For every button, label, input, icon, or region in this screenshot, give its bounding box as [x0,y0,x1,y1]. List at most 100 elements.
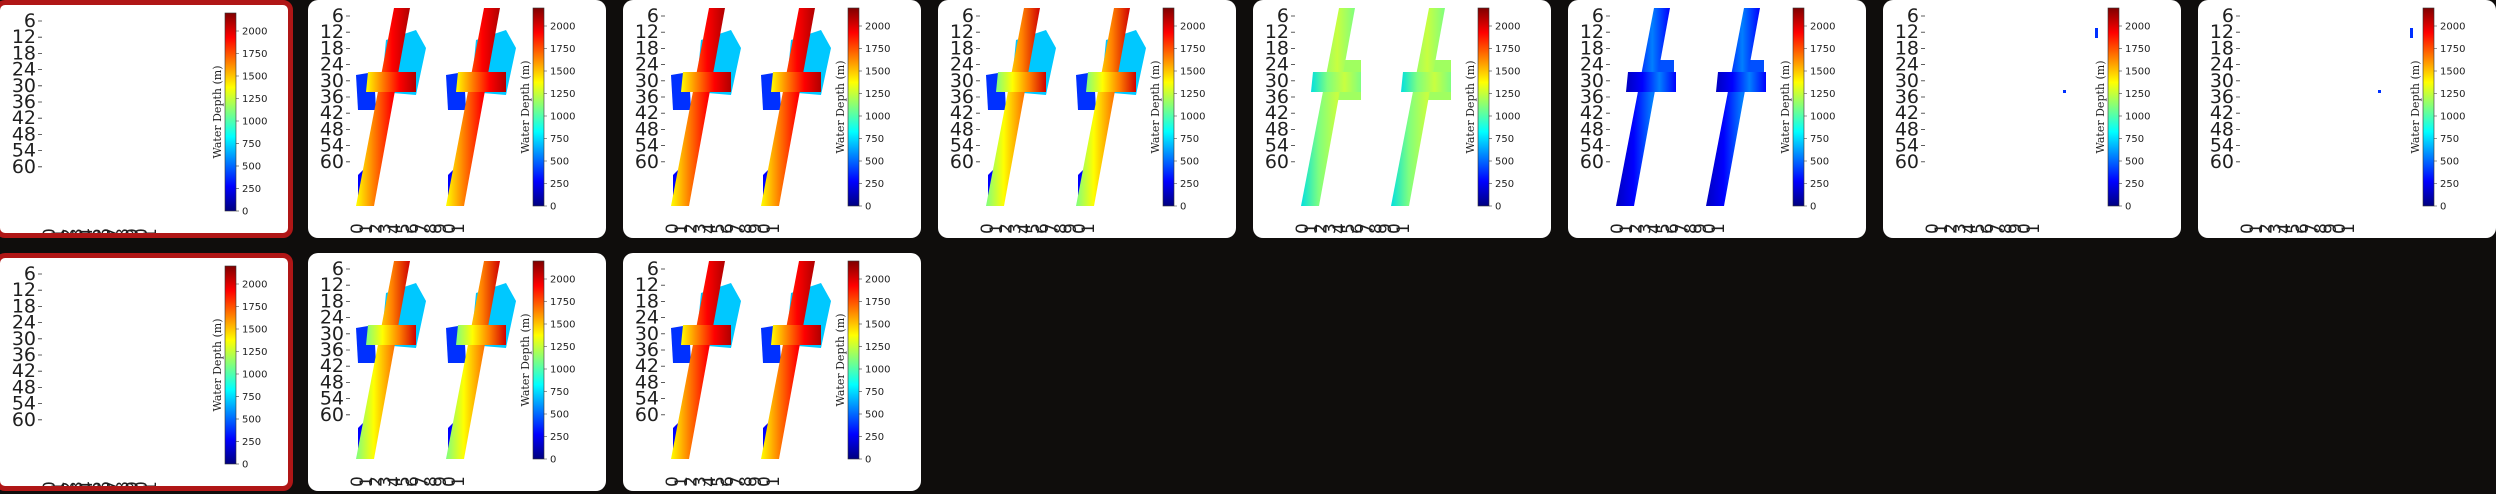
y-tick-label: 60 [950,151,974,173]
thumbnail-card[interactable]: 6 12 18 24 30 36 42 48 54 60 0 1 2 3 4 5 6 7 8 9 0 1 0 250 500 75… [1568,0,1866,238]
x-tick-label: 2 [996,223,1016,234]
colorbar-tick-label: 500 [1810,157,1829,168]
thumbnail-card[interactable]: 6 12 18 24 30 36 42 48 54 60 0 1 2 3 4 5 6 7 8 9 0 1 0 250 500 75… [308,253,606,491]
colorbar-tick-label: 1750 [1495,44,1520,55]
thumbnail-card[interactable]: 6 12 18 24 30 36 42 48 54 60 0 1 2 3 4 5 6 7 8 9 0 1 0 250 500 75… [1253,0,1551,238]
heatmap-thumbnail: 6121824303642485460012345678901025050075… [1580,5,1836,234]
colorbar-tick-label: 250 [1180,179,1199,190]
y-tick-label: 18 [1580,37,1604,59]
colorbar-tick-label: 750 [242,392,261,403]
x-tick-label: 5 [86,481,106,491]
colorbar [224,12,237,212]
y-tick-label: 12 [320,21,344,43]
x-tick-label: 1 [141,228,161,238]
colorbar-tick-label: 500 [550,157,569,168]
colorbar [532,7,545,207]
x-tick-label: 3 [691,476,711,487]
y-tick-label: 30 [12,75,36,97]
colorbar-tick-label: 750 [2125,134,2144,145]
y-tick-label: 12 [635,274,659,296]
colorbar-tick-label: 2000 [1495,22,1520,33]
y-tick-label: 6 [2222,5,2234,27]
y-tick-label: 60 [2210,151,2234,173]
x-tick-label: 7 [1042,223,1062,234]
y-tick-label: 42 [1895,102,1919,124]
x-tick-label: 5 [1654,223,1674,234]
x-tick-label: 4 [77,481,97,491]
x-tick-label: 2 [2256,223,2276,234]
x-tick-label: 7 [727,476,747,487]
thumbnail-card[interactable]: 6 12 18 24 30 36 42 48 54 60 0 1 2 3 4 5 6 7 8 9 0 1 0 250 500 75… [0,0,293,238]
y-tick-label: 60 [12,409,36,431]
x-tick-label: 1 [357,476,377,487]
depth-band [986,8,1040,206]
thumbnail-card[interactable]: 6 12 18 24 30 36 42 48 54 60 0 1 2 3 4 5 6 7 8 9 0 1 0 250 500 75… [623,0,921,238]
x-tick-label: 6 [403,223,423,234]
colorbar-tick-label: 1250 [1810,89,1835,100]
y-tick-label: 18 [1265,37,1289,59]
x-tick-label: 6 [718,223,738,234]
y-tick-label: 36 [1895,86,1919,108]
x-tick-label: 8 [1052,223,1072,234]
y-tick-label: 12 [12,279,36,301]
y-tick-label: 24 [2210,54,2234,76]
x-tick-label: 1 [1617,223,1637,234]
y-tick-label: 12 [635,21,659,43]
colorbar-tick-label: 2000 [1810,22,1835,33]
x-tick-label: 3 [1321,223,1341,234]
y-tick-label: 18 [12,295,36,317]
y-tick-label: 30 [950,70,974,92]
x-tick-label: 6 [1348,223,1368,234]
x-tick-label: 1 [49,228,69,238]
y-tick-label: 6 [1277,5,1289,27]
colorbar-tick-label: 1000 [242,117,267,128]
colorbar-tick-label: 1250 [2440,89,2465,100]
colorbar-tick-label: 750 [242,139,261,150]
x-tick-label: 5 [1024,223,1044,234]
colorbar-tick-label: 1750 [2125,44,2150,55]
x-tick-label: 9 [1376,223,1396,234]
x-tick-label: 4 [1330,223,1350,234]
depth-band [446,261,500,459]
heatmap-thumbnail: 6121824303642485460012345678901025050075… [635,258,891,487]
y-tick-label: 60 [320,151,344,173]
colorbar-tick-label: 750 [865,134,884,145]
colorbar-tick-label: 2000 [242,27,267,38]
y-tick-label: 54 [1265,135,1289,157]
colorbar-axis-label: Water Depth (m) [834,61,847,154]
colorbar-tick-label: 1000 [1810,112,1835,123]
x-tick-label: 4 [385,223,405,234]
depth-arm [1086,72,1136,92]
heatmap-thumbnail: 6121824303642485460012345678901025050075… [2210,5,2466,234]
x-tick-label: 2 [1626,223,1646,234]
x-tick-label: 1 [1079,223,1099,234]
y-tick-label: 6 [24,10,36,32]
thumbnail-card[interactable]: 6 12 18 24 30 36 42 48 54 60 0 1 2 3 4 5 6 7 8 9 0 1 0 250 500 75… [938,0,1236,238]
thumbnail-card[interactable]: 6 12 18 24 30 36 42 48 54 60 0 1 2 3 4 5 6 7 8 9 0 1 0 250 500 75… [1883,0,2181,238]
x-tick-label: 3 [376,223,396,234]
y-tick-label: 6 [647,258,659,280]
x-tick-label: 9 [2321,223,2341,234]
x-tick-label: 6 [1663,223,1683,234]
y-tick-label: 42 [950,102,974,124]
colorbar-axis-label: Water Depth (m) [2094,61,2107,154]
y-tick-label: 30 [1580,70,1604,92]
thumbnail-card[interactable]: 6 12 18 24 30 36 42 48 54 60 0 1 2 3 4 5 6 7 8 9 0 1 0 250 500 75… [308,0,606,238]
y-tick-label: 42 [12,360,36,382]
colorbar-axis-label: Water Depth (m) [1779,61,1792,154]
colorbar-tick-label: 0 [550,455,556,466]
y-tick-label: 48 [12,123,36,145]
colorbar-tick-label: 1000 [2125,112,2150,123]
thumbnail-card[interactable]: 6 12 18 24 30 36 42 48 54 60 0 1 2 3 4 5 6 7 8 9 0 1 0 250 500 75… [623,253,921,491]
thumbnail-card[interactable]: 6 12 18 24 30 36 42 48 54 60 0 1 2 3 4 5 6 7 8 9 0 1 0 250 500 75… [2198,0,2496,238]
colorbar-axis-label: Water Depth (m) [2409,61,2422,154]
x-tick-label: 0 [40,228,60,238]
y-tick-label: 12 [320,274,344,296]
x-tick-label: 2 [366,476,386,487]
thumbnail-card[interactable]: 6 12 18 24 30 36 42 48 54 60 0 1 2 3 4 5 6 7 8 9 0 1 0 250 500 75… [0,253,293,491]
y-tick-label: 30 [1265,70,1289,92]
colorbar-tick-label: 750 [865,387,884,398]
colorbar-tick-label: 2000 [242,280,267,291]
colorbar-tick-label: 0 [1180,202,1186,213]
y-tick-label: 30 [635,70,659,92]
